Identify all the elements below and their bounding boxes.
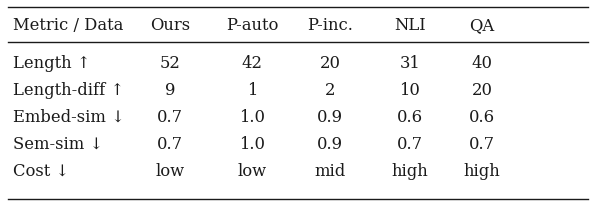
Text: QA: QA bbox=[470, 18, 495, 35]
Text: Embed-sim ↓: Embed-sim ↓ bbox=[13, 109, 125, 126]
Text: 0.7: 0.7 bbox=[157, 109, 183, 126]
Text: Length-diff ↑: Length-diff ↑ bbox=[13, 82, 124, 99]
Text: 20: 20 bbox=[319, 56, 340, 73]
Text: 0.9: 0.9 bbox=[317, 136, 343, 153]
Text: 40: 40 bbox=[471, 56, 492, 73]
Text: 31: 31 bbox=[400, 56, 420, 73]
Text: 1: 1 bbox=[247, 82, 257, 99]
Text: NLI: NLI bbox=[394, 18, 426, 35]
Text: P-inc.: P-inc. bbox=[307, 18, 353, 35]
Text: 0.6: 0.6 bbox=[469, 109, 495, 126]
Text: 0.7: 0.7 bbox=[397, 136, 423, 153]
Text: 52: 52 bbox=[160, 56, 181, 73]
Text: Sem-sim ↓: Sem-sim ↓ bbox=[13, 136, 103, 153]
Text: Ours: Ours bbox=[150, 18, 190, 35]
Text: 0.9: 0.9 bbox=[317, 109, 343, 126]
Text: 1.0: 1.0 bbox=[239, 136, 265, 153]
Text: 10: 10 bbox=[399, 82, 420, 99]
Text: low: low bbox=[156, 163, 185, 180]
Text: high: high bbox=[464, 163, 501, 180]
Text: 0.7: 0.7 bbox=[157, 136, 183, 153]
Text: high: high bbox=[392, 163, 429, 180]
Text: 2: 2 bbox=[325, 82, 335, 99]
Text: Cost ↓: Cost ↓ bbox=[13, 163, 69, 180]
Text: 42: 42 bbox=[241, 56, 262, 73]
Text: 20: 20 bbox=[471, 82, 492, 99]
Text: 0.7: 0.7 bbox=[469, 136, 495, 153]
Text: 9: 9 bbox=[164, 82, 175, 99]
Text: mid: mid bbox=[314, 163, 346, 180]
Text: Metric / Data: Metric / Data bbox=[13, 18, 123, 35]
Text: P-auto: P-auto bbox=[226, 18, 278, 35]
Text: 1.0: 1.0 bbox=[239, 109, 265, 126]
Text: 0.6: 0.6 bbox=[397, 109, 423, 126]
Text: Length ↑: Length ↑ bbox=[13, 56, 91, 73]
Text: low: low bbox=[237, 163, 266, 180]
